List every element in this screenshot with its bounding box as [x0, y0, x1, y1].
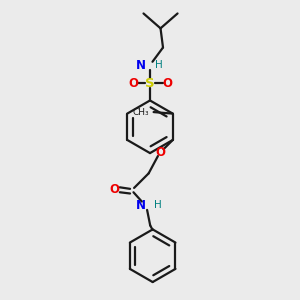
Text: N: N: [136, 199, 146, 212]
Text: H: H: [154, 200, 162, 210]
Text: S: S: [145, 77, 155, 90]
Text: CH₃: CH₃: [133, 108, 150, 117]
Text: O: O: [162, 77, 172, 90]
Text: O: O: [155, 146, 165, 159]
Text: H: H: [155, 61, 163, 70]
Text: O: O: [128, 77, 138, 90]
Text: N: N: [136, 59, 146, 72]
Text: O: O: [110, 183, 120, 196]
